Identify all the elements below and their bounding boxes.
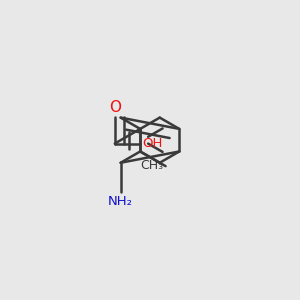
Text: CH₃: CH₃ [140,159,163,172]
Text: NH₂: NH₂ [108,195,133,208]
Text: O: O [109,100,121,115]
Text: OH: OH [142,137,162,150]
